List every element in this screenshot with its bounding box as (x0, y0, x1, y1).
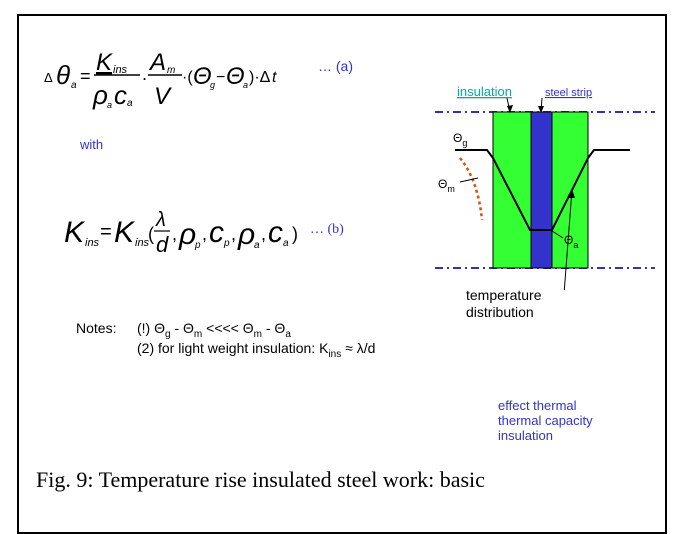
equation-b-label: … (b) (310, 222, 344, 237)
note-2-sub: ins (328, 348, 342, 360)
effect-line-3: insulation (498, 428, 553, 443)
temperature-diagram: insulation steel strip Θg Θm Θa (435, 84, 655, 290)
svg-text:ins: ins (135, 237, 150, 249)
with-label: with (80, 137, 104, 152)
temperature-profile (455, 149, 630, 231)
equation-a: Δ θ a = K ins ρ a c a . A m V ·( Θ g − Θ… (40, 40, 460, 110)
svg-text:.: . (142, 64, 147, 84)
theta-g-label: Θg (453, 131, 467, 148)
svg-text:θ: θ (56, 60, 70, 90)
svg-text:m: m (167, 65, 175, 76)
svg-text:t: t (272, 69, 277, 86)
svg-text:·(: ·( (182, 69, 193, 86)
temperature-line: temperature (466, 287, 542, 303)
svg-text:a: a (127, 98, 133, 109)
svg-text:ρ: ρ (178, 218, 196, 251)
note-1-prefix: (!) (137, 320, 155, 336)
equation-a-svg: Δ θ a = K ins ρ a c a . A m V ·( Θ g − Θ… (44, 49, 277, 110)
note-2: (2) for light weight insulation: Kins ≈ … (137, 340, 376, 359)
svg-text:a: a (254, 240, 260, 251)
svg-text:ins: ins (85, 237, 100, 249)
insulation-right (551, 111, 589, 269)
svg-text:(: ( (148, 224, 154, 244)
svg-text:): ) (292, 224, 298, 244)
equation-b-svg: K ins = K ins ( λ d , ρ p , c p , ρ a , … (64, 209, 298, 257)
svg-text:λ: λ (155, 209, 166, 231)
svg-text:c: c (114, 80, 127, 110)
svg-text:)·Δ: )·Δ (249, 69, 271, 86)
steel-strip (530, 111, 553, 269)
svg-text:p: p (223, 238, 230, 249)
effect-line-1: effect thermal (498, 398, 577, 413)
svg-text:p: p (194, 240, 201, 251)
svg-text:Δ: Δ (44, 70, 53, 85)
temperature-distribution-label: temperature distribution (466, 287, 541, 321)
svg-text:=: = (100, 221, 112, 243)
svg-text:,: , (261, 224, 266, 244)
note-1: (!) Θg - Θm <<<< Θm - Θa (137, 320, 291, 340)
svg-text:A: A (148, 49, 166, 76)
svg-text:ρ: ρ (92, 80, 108, 110)
svg-text:Θ: Θ (226, 63, 245, 90)
svg-text:a: a (283, 238, 289, 249)
svg-text:,: , (231, 224, 236, 244)
svg-text:a: a (243, 80, 248, 90)
insulation-left (492, 111, 532, 269)
svg-text:K: K (96, 49, 113, 76)
thermal-capacity-curve (459, 157, 484, 221)
svg-text:g: g (210, 80, 215, 90)
svg-text:=: = (80, 66, 91, 86)
theta-a-label: Θa (564, 233, 578, 250)
note-2-prefix: (2) for light weight insulation: K (137, 340, 329, 356)
figure-caption: Fig. 9: Temperature rise insulated steel… (36, 467, 485, 492)
svg-text:ρ: ρ (237, 218, 255, 251)
svg-text:Θ: Θ (193, 63, 212, 90)
insulation-label: insulation (457, 84, 512, 99)
effect-thermal-label: effect thermal thermal capacity insulati… (498, 398, 593, 443)
svg-text:c: c (209, 216, 224, 249)
svg-text:a: a (71, 80, 77, 91)
svg-text:V: V (154, 83, 172, 110)
svg-text:−: − (216, 69, 225, 86)
svg-text:c: c (268, 216, 283, 249)
svg-text:K: K (64, 216, 86, 249)
svg-text:a: a (107, 100, 112, 110)
note-2-suffix: ≈ λ/d (341, 340, 376, 356)
equation-b: K ins = K ins ( λ d , ρ p , c p , ρ a , … (40, 188, 420, 268)
svg-text:,: , (172, 224, 177, 244)
steel-strip-label: steel strip (545, 87, 592, 99)
effect-line-2: thermal capacity (498, 413, 593, 428)
svg-text:K: K (114, 216, 136, 249)
distribution-line: distribution (466, 304, 534, 320)
svg-text:ins: ins (113, 64, 128, 76)
equation-a-label: … (a) (318, 58, 353, 74)
svg-text:d: d (156, 232, 169, 257)
notes-label: Notes: (76, 320, 117, 336)
theta-m-label: Θm (438, 177, 455, 194)
svg-text:,: , (202, 224, 207, 244)
